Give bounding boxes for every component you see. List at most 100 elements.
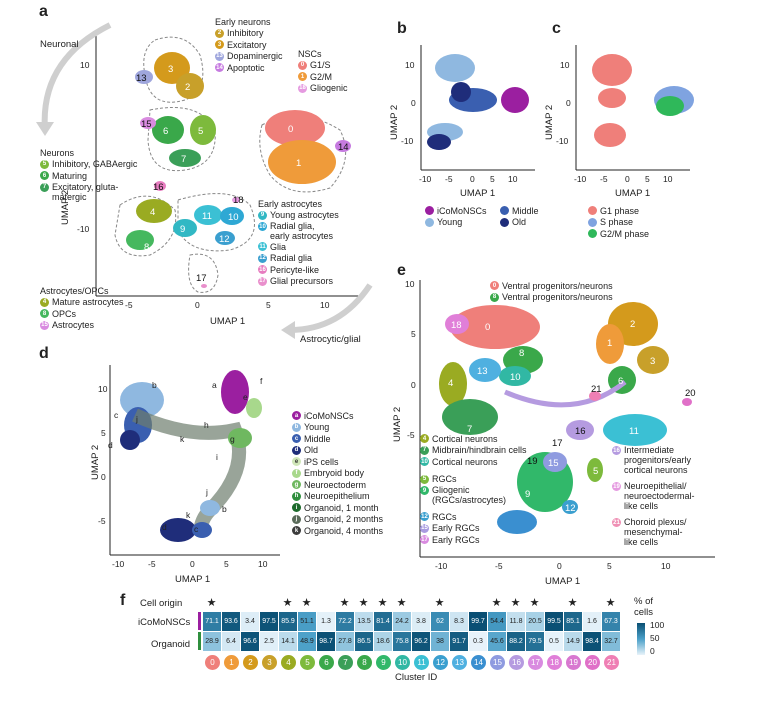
- d-ytick-2: 0: [101, 472, 106, 482]
- f-cb-tick-0: 0: [650, 646, 655, 656]
- panel-e-label: e: [397, 262, 406, 279]
- c-ytick-0: 10: [560, 60, 570, 70]
- heatmap-cell-icomo: 1.3: [317, 612, 335, 631]
- heatmap-cell-icomo: 81.4: [374, 612, 392, 631]
- legend-label: Ventral progenitors/neurons: [502, 292, 613, 303]
- origin-star: ★: [567, 597, 578, 609]
- legend-swatch: 13: [215, 51, 224, 61]
- legend-label: Radial glia, early astrocytes: [270, 221, 334, 241]
- a-cluster-1: 1: [296, 158, 301, 169]
- legend-label: Pericyte-like: [270, 264, 320, 275]
- legend-swatch: 9: [420, 486, 429, 495]
- legend-swatch: 10: [420, 457, 429, 467]
- legend-label: Mature astrocytes: [52, 297, 124, 308]
- origin-star: ★: [301, 597, 312, 609]
- legend-swatch: [425, 217, 434, 227]
- heatmap-cell-icomo: 71.1: [203, 612, 221, 631]
- a-legend-title: Astrocytes/OPCs: [40, 285, 109, 296]
- d-pt-h: h: [204, 420, 209, 430]
- cluster-id-badge: 14: [471, 655, 486, 670]
- e-ylabel: UMAP 2: [392, 407, 403, 442]
- legend-swatch: a: [292, 411, 301, 421]
- heatmap-cell-icomo: 1.6: [583, 612, 601, 631]
- b-ytick-2: -10: [401, 136, 414, 146]
- d-xtick-0: -10: [112, 559, 125, 569]
- f-cb-tick-100: 100: [650, 620, 665, 630]
- cluster-id-badge: 6: [319, 655, 334, 670]
- panel-f-label: f: [120, 592, 126, 609]
- legend-label: Glial precursors: [270, 276, 334, 287]
- panel-b-label: b: [397, 20, 407, 37]
- legend-swatch: k: [292, 526, 301, 536]
- cluster-id-badge: 16: [509, 655, 524, 670]
- e-legend-right: 16 Intermediate progenitors/early cortica…: [612, 445, 695, 547]
- a-cluster-7: 7: [181, 154, 186, 165]
- heatmap-cell-organoid: 0.5: [545, 632, 563, 651]
- cluster-id-badge: 18: [547, 655, 562, 670]
- heatmap-cell-icomo: 24.2: [393, 612, 411, 631]
- d-pt-g: g: [230, 434, 235, 444]
- legend-label: Organoid, 4 months: [304, 525, 384, 536]
- heatmap-cell-organoid: 28.9: [203, 632, 221, 651]
- b-legend: iCoMoNSCs Middle Young Old: [425, 205, 565, 228]
- legend-swatch: 1: [298, 72, 307, 82]
- heatmap-cell-organoid: 2.5: [260, 632, 278, 651]
- legend-label: Cortical neurons: [432, 433, 498, 444]
- a-cluster-3: 3: [168, 64, 173, 75]
- e-cluster-4: 4: [448, 378, 453, 389]
- d-xtick-3: 5: [224, 559, 229, 569]
- origin-star: ★: [339, 597, 350, 609]
- d-pt-b: b: [152, 380, 157, 390]
- legend-label: iPS cells: [304, 456, 339, 467]
- legend-label: Old: [304, 445, 319, 456]
- e-cluster-9: 9: [525, 489, 530, 500]
- e-cluster-15: 15: [548, 458, 559, 469]
- legend-label: Maturing: [52, 170, 88, 181]
- d-legend: a iCoMoNSCs b Young c Middle d Old e iPS cell…: [292, 410, 383, 537]
- f-row-color-icomo: [198, 612, 201, 630]
- heatmap-cell-icomo: 85.1: [564, 612, 582, 631]
- a-cluster-9: 9: [180, 224, 185, 235]
- legend-label: Cortical neurons: [432, 456, 498, 467]
- d-ytick-3: -5: [98, 516, 106, 526]
- heatmap-cell-icomo: 11.8: [507, 612, 525, 631]
- c-xtick-3: 5: [645, 174, 650, 184]
- a-cluster-12: 12: [219, 234, 230, 245]
- f-cell-origin-label: Cell origin: [140, 598, 183, 609]
- legend-swatch: 7: [40, 182, 49, 192]
- legend-label: Midbrain/hindbrain cells: [432, 445, 527, 456]
- e-cluster-19: 19: [527, 456, 538, 467]
- origin-star: ★: [282, 597, 293, 609]
- cluster-id-badge: 0: [205, 655, 220, 670]
- d-ylabel: UMAP 2: [90, 445, 101, 480]
- legend-label: Young: [437, 217, 463, 228]
- legend-label: RGCs: [432, 511, 457, 522]
- legend-swatch: 16: [612, 446, 621, 455]
- legend-swatch: 15: [40, 320, 49, 330]
- a-ylabel: UMAP 2: [60, 190, 71, 225]
- panel-a-cluster-numbers: 0 1 2 3 4 5 6 7 8 9 10 11 12 13 14 15 16…: [136, 64, 349, 284]
- b-ytick-0: 10: [405, 60, 415, 70]
- cluster-id-badge: 17: [528, 655, 543, 670]
- a-cluster-6: 6: [163, 126, 168, 137]
- a-legend-astro-opc: Astrocytes/OPCs 4 Mature astrocytes 8 OPCs…: [40, 285, 124, 331]
- c-xtick-1: -5: [600, 174, 608, 184]
- panel-a-clusters: [114, 36, 351, 293]
- legend-label: Young astrocytes: [270, 210, 339, 221]
- legend-label: S phase: [600, 217, 634, 228]
- e-cluster-1: 1: [607, 338, 612, 349]
- cluster-id-badge: 20: [585, 655, 600, 670]
- legend-swatch: 3: [215, 40, 224, 50]
- cluster-id-badge: 7: [338, 655, 353, 670]
- a-xlabel: UMAP 1: [210, 316, 245, 327]
- e-cluster-5: 5: [593, 466, 598, 477]
- a-cluster-5: 5: [198, 126, 203, 137]
- legend-swatch: 6: [40, 171, 49, 181]
- legend-swatch: 4: [40, 297, 49, 307]
- legend-label: Inhibitory, GABAergic: [52, 159, 138, 170]
- panel-d-umap: b c d j k a e f g h i j b c k d 10 5 0 -…: [90, 365, 280, 585]
- a-legend-neurons: Neurons 5 Inhibitory, GABAergic 6 Maturing…: [40, 147, 137, 202]
- a-cluster-15: 15: [141, 119, 152, 130]
- f-xlabel: Cluster ID: [395, 672, 438, 683]
- panel-c-umap: 10 0 -10 -10 -5 0 5 10 UMAP 1 UMAP 2: [544, 45, 694, 199]
